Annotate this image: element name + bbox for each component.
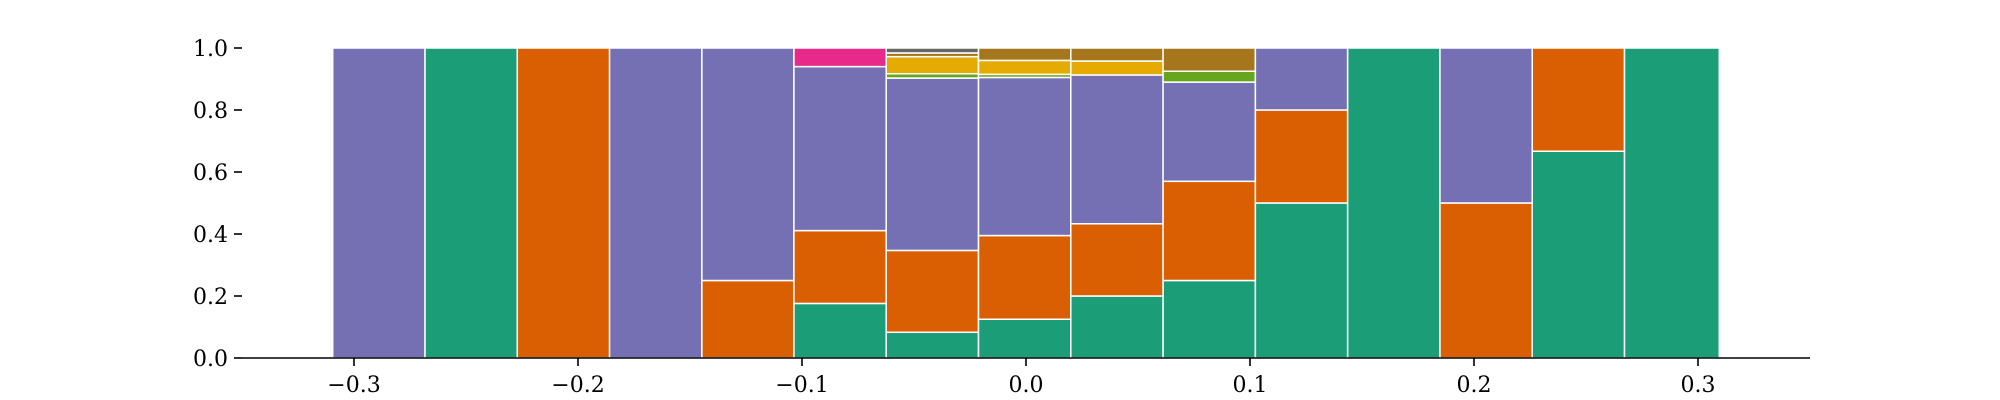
bar-segment-bin14-series0 [1623,47,1721,359]
bar-segment-bin10-series1 [1254,109,1349,204]
bar-segment-bin6-series2 [885,77,980,252]
bar-segment-bin6-series1 [885,249,980,334]
bar-segment-bin7-series1 [977,234,1072,320]
y-tick-label: 0.2 [193,285,228,310]
bar-segment-bin8-series5 [1070,60,1164,76]
bar-segment-bin6-series0 [885,331,980,359]
bar-segment-bin10-series2 [1254,47,1349,111]
x-tick-label: 0.0 [1009,373,1044,398]
bar-segment-bin6-series5 [885,55,980,75]
bar-segment-bin5-series3 [793,47,887,68]
bar-segment-bin12-series1 [1439,202,1533,359]
x-tick-label: 0.3 [1681,373,1716,398]
x-tick-label: −0.3 [327,373,380,398]
bar-segment-bin5-series1 [793,229,887,305]
bar-segment-bin12-series2 [1439,47,1533,204]
y-axis-ticks: 0.0 0.2 0.4 0.6 0.8 1.0 [193,37,242,372]
bar-segment-bin13-series0 [1531,150,1626,359]
bar-segment-bin4-series1 [701,279,795,359]
x-tick-label: 0.1 [1233,373,1268,398]
y-tick-label: 0.6 [193,161,228,186]
x-tick-label: −0.1 [775,373,828,398]
bar-segment-bin0-series2 [331,47,426,359]
bar-segment-bin11-series0 [1346,47,1441,359]
bar-segment-bin9-series1 [1162,180,1257,282]
bar-segment-bin7-series0 [977,318,1072,359]
x-axis-ticks: −0.3 −0.2 −0.1 0.0 0.1 0.2 0.3 [327,358,1716,398]
y-tick-label: 0.8 [193,99,228,124]
x-tick-label: −0.2 [551,373,604,398]
bar-segment-bin10-series0 [1254,202,1349,359]
bar-segment-bin9-series2 [1162,81,1257,183]
bar-segment-bin4-series2 [701,47,795,282]
bar-segment-bin5-series2 [793,65,887,232]
bar-segment-bin9-series6 [1162,47,1257,72]
y-tick-label: 0.4 [193,223,228,248]
bar-segment-bin6-series7 [885,47,980,54]
bar-segment-bin8-series2 [1070,74,1164,225]
bar-segment-bin8-series1 [1070,223,1164,297]
bar-segment-bin1-series0 [424,47,519,359]
bar-segment-bin8-series6 [1070,47,1164,62]
bars-layer [331,47,1721,359]
bar-segment-bin3-series2 [608,47,703,359]
bar-segment-bin8-series0 [1070,295,1164,359]
bar-segment-bin9-series4 [1162,70,1257,83]
bar-segment-bin2-series1 [516,47,611,359]
y-tick-label: 0.0 [193,347,228,372]
x-tick-label: 0.2 [1457,373,1492,398]
y-tick-label: 1.0 [193,37,228,62]
bar-segment-bin7-series2 [977,76,1072,237]
bar-segment-bin7-series5 [977,59,1072,76]
bar-segment-bin9-series0 [1162,279,1257,359]
axes-layer: −0.3 −0.2 −0.1 0.0 0.1 0.2 0.3 0.0 0.2 0.4 0.6 0.8… [193,37,1810,398]
bar-segment-bin5-series0 [793,302,887,359]
bar-segment-bin7-series6 [977,47,1072,62]
bar-segment-bin13-series1 [1531,47,1626,152]
